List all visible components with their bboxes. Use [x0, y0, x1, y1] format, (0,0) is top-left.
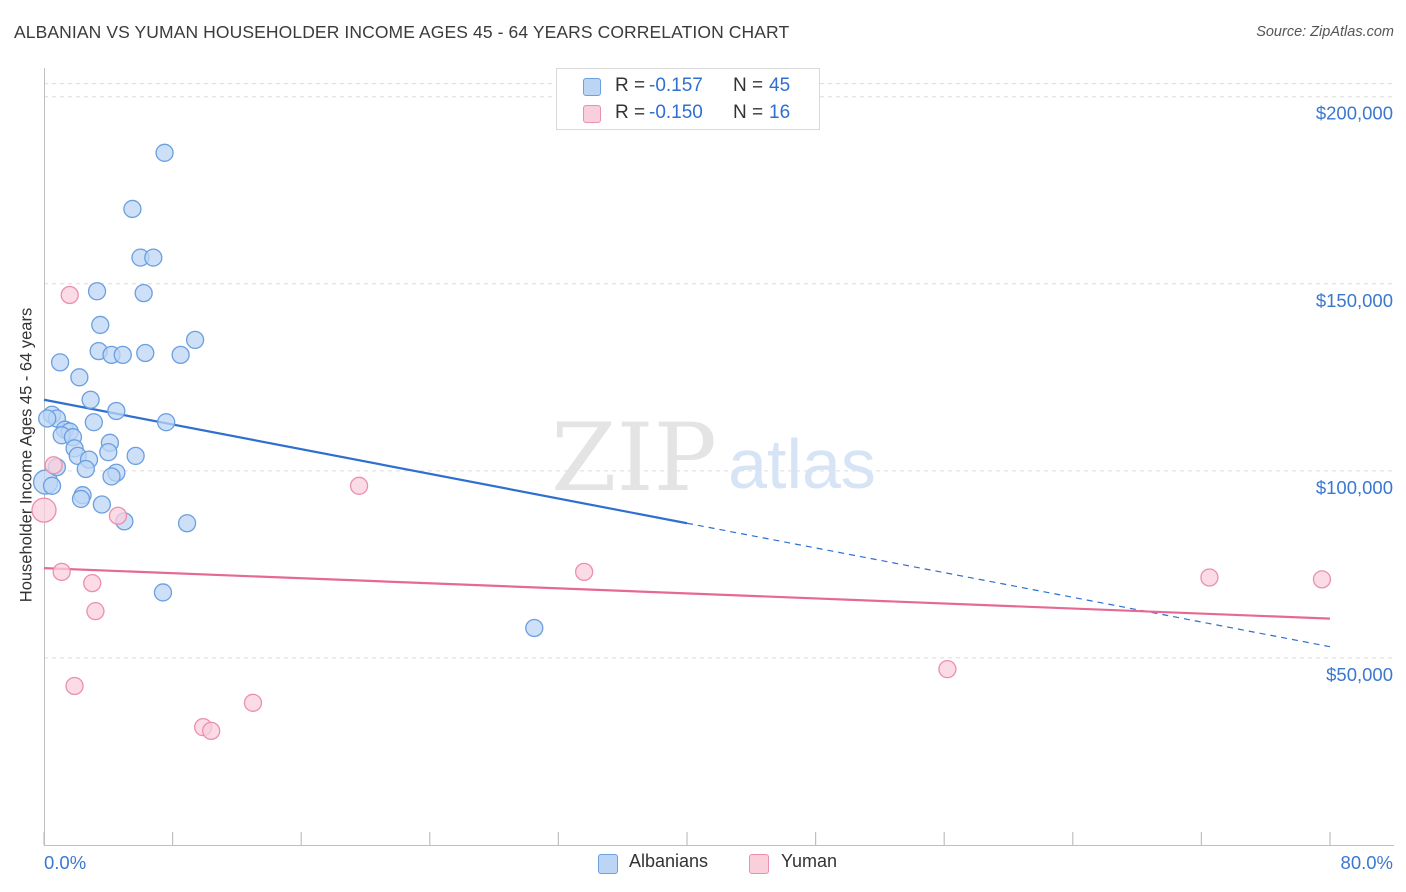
albanians-point: [525, 618, 544, 638]
watermark: ZIP atlas: [551, 404, 876, 513]
albanians-swatch: [583, 78, 601, 96]
yuman-point: [83, 573, 102, 593]
y-tick-label: $100,000: [1316, 477, 1393, 498]
albanians-point: [177, 514, 197, 533]
albanians-point: [153, 583, 173, 602]
x-ticks: [43, 832, 1331, 845]
yuman-trend-line: [43, 567, 1331, 620]
r-value: -0.150: [649, 102, 703, 123]
gridlines: [44, 83, 1394, 659]
albanians-point: [107, 401, 126, 421]
albanians-point: [84, 413, 103, 432]
albanians-point: [92, 495, 112, 514]
albanians-point: [123, 199, 142, 219]
correlation-legend: R = -0.157 N = 45 R = -0.150 N = 16: [556, 68, 820, 130]
albanians-point: [99, 442, 118, 462]
yuman-point: [108, 506, 128, 525]
n-value: 45: [769, 75, 791, 96]
albanians-point: [157, 413, 176, 432]
yuman-point: [574, 562, 594, 582]
n-label: N =: [733, 102, 764, 123]
yuman-point: [86, 602, 105, 621]
trend-lines: [43, 398, 1331, 648]
albanians-point: [102, 467, 121, 486]
watermark-zip: ZIP: [551, 404, 717, 513]
albanians-point: [42, 476, 62, 495]
albanians-point: [126, 446, 145, 466]
yuman-point: [243, 693, 263, 712]
axes: [44, 68, 1394, 846]
yuman-point: [65, 676, 84, 696]
data-points: [31, 143, 1332, 741]
x-tick-label: 80.0%: [1341, 852, 1393, 873]
yuman-point: [60, 285, 79, 305]
albanians-point: [76, 459, 95, 479]
y-tick-labels: $50,000 $100,000 $150,000 $200,000: [1316, 103, 1393, 685]
albanians-point: [71, 489, 91, 509]
albanians-point: [70, 368, 89, 387]
legend-yuman-label: Yuman: [781, 851, 838, 871]
albanians-point: [91, 315, 110, 335]
y-axis-label: Householder Income Ages 45 - 64 years: [17, 307, 36, 603]
yuman-point: [202, 721, 221, 741]
yuman-point: [44, 456, 63, 475]
albanians-point: [134, 283, 153, 303]
chart-title: ALBANIAN VS YUMAN HOUSEHOLDER INCOME AGE…: [14, 22, 790, 42]
x-tick-labels: 0.0% 80.0%: [44, 852, 1393, 873]
legend-row-yuman: R = -0.150 N = 16: [557, 100, 819, 126]
r-value: -0.157: [649, 75, 703, 96]
y-tick-label: $50,000: [1326, 664, 1393, 685]
yuman-swatch: [583, 105, 601, 123]
albanians-point: [50, 353, 70, 372]
n-value: 16: [769, 102, 791, 123]
r-label: R =: [615, 102, 646, 123]
yuman-point: [1200, 568, 1219, 587]
yuman-point: [349, 476, 369, 495]
albanians-point: [87, 282, 107, 301]
albanians-point: [171, 345, 190, 365]
albanians-point: [155, 143, 174, 162]
n-label: N =: [733, 75, 764, 96]
albanians-point: [81, 390, 100, 409]
source-label: Source: ZipAtlas.com: [1256, 24, 1394, 40]
albanians-point: [113, 345, 132, 365]
watermark-atlas: atlas: [728, 425, 876, 503]
legend-row-albanians: R = -0.157 N = 45: [557, 73, 819, 99]
albanians-point: [185, 330, 205, 350]
albanians-trend-extension: [686, 522, 1331, 648]
y-tick-label: $200,000: [1316, 103, 1393, 124]
yuman-point: [52, 562, 71, 582]
legend-yuman-swatch: [749, 854, 769, 874]
albanians-point: [38, 409, 57, 428]
r-label: R =: [615, 75, 646, 96]
legend-albanians-label: Albanians: [629, 851, 709, 871]
x-tick-label: 0.0%: [44, 852, 86, 873]
albanians-trend-line: [43, 398, 688, 525]
y-tick-label: $150,000: [1316, 290, 1393, 311]
albanians-point: [144, 248, 163, 267]
yuman-point: [938, 660, 957, 679]
albanians-point: [136, 343, 155, 363]
yuman-point: [1312, 570, 1332, 589]
legend-albanians-swatch: [598, 854, 618, 874]
yuman-point: [31, 497, 57, 523]
